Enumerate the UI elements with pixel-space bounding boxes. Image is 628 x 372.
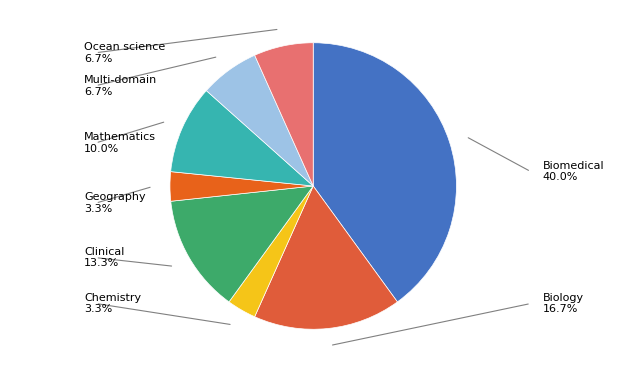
Wedge shape xyxy=(207,55,313,186)
Text: Biomedical
40.0%: Biomedical 40.0% xyxy=(543,161,604,183)
Text: Biology
16.7%: Biology 16.7% xyxy=(543,293,583,314)
Wedge shape xyxy=(229,186,313,317)
Wedge shape xyxy=(255,43,313,186)
Wedge shape xyxy=(255,186,398,329)
Text: Clinical
13.3%: Clinical 13.3% xyxy=(84,247,124,269)
Wedge shape xyxy=(171,186,313,302)
Text: Ocean science
6.7%: Ocean science 6.7% xyxy=(84,42,165,64)
Wedge shape xyxy=(171,91,313,186)
Text: Multi-domain
6.7%: Multi-domain 6.7% xyxy=(84,75,157,96)
Wedge shape xyxy=(313,43,457,302)
Text: Geography
3.3%: Geography 3.3% xyxy=(84,192,146,214)
Text: Chemistry
3.3%: Chemistry 3.3% xyxy=(84,293,141,314)
Wedge shape xyxy=(170,171,313,201)
Text: Mathematics
10.0%: Mathematics 10.0% xyxy=(84,132,156,154)
